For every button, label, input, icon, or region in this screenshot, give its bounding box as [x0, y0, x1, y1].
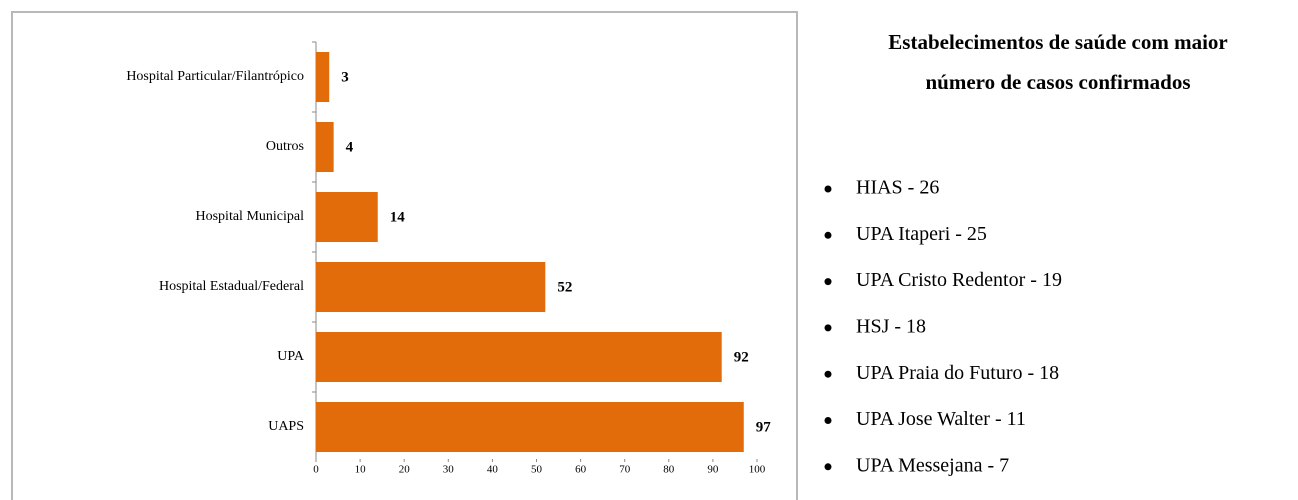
bullet: [824, 324, 832, 332]
list-item: HSJ - 18: [856, 315, 926, 337]
x-tick-label: 90: [707, 464, 719, 476]
list-item: HIAS - 26: [856, 177, 939, 199]
value-label: 4: [346, 139, 354, 155]
panel-title: número de casos confirmados: [925, 70, 1190, 94]
y-tick-label: UPA: [277, 349, 305, 364]
list-item: UPA Jose Walter - 11: [856, 408, 1026, 430]
y-tick-label: Outros: [266, 139, 304, 154]
list-item: UPA Itaperi - 25: [856, 223, 987, 245]
x-tick-label: 20: [399, 464, 411, 476]
bar: [316, 332, 722, 382]
value-label: 3: [341, 69, 349, 85]
bar: [316, 192, 378, 242]
value-label: 92: [734, 349, 749, 365]
bullet: [824, 231, 832, 239]
y-tick-label: Hospital Municipal: [196, 209, 305, 224]
x-tick-label: 30: [443, 464, 455, 476]
bar: [316, 262, 546, 312]
value-label: 14: [390, 209, 406, 225]
list-item: UPA Messejana - 7: [856, 454, 1009, 476]
x-tick-label: 70: [619, 464, 631, 476]
bar: [316, 122, 334, 172]
bar: [316, 402, 744, 452]
bullet: [824, 185, 832, 193]
value-label: 97: [756, 419, 772, 435]
y-tick-label: Hospital Estadual/Federal: [159, 279, 304, 294]
bullet: [824, 278, 832, 286]
x-tick-label: 60: [575, 464, 587, 476]
x-tick-label: 80: [663, 464, 675, 476]
bullet: [824, 370, 832, 378]
bullet: [824, 463, 832, 471]
y-tick-label: UAPS: [268, 419, 304, 434]
panel-title: Estabelecimentos de saúde com maior: [888, 30, 1227, 54]
list-item: UPA Cristo Redentor - 19: [856, 269, 1062, 291]
x-tick-label: 40: [487, 464, 499, 476]
value-label: 52: [557, 279, 572, 295]
list-item: UPA Praia do Futuro - 18: [856, 362, 1059, 384]
x-tick-label: 0: [313, 464, 319, 476]
y-tick-label: Hospital Particular/Filantrópico: [126, 69, 304, 84]
x-tick-label: 100: [749, 464, 766, 476]
x-tick-label: 10: [355, 464, 367, 476]
bullet: [824, 417, 832, 424]
x-tick-label: 50: [531, 464, 543, 476]
bar: [316, 52, 330, 102]
chart-frame: [11, 11, 798, 500]
